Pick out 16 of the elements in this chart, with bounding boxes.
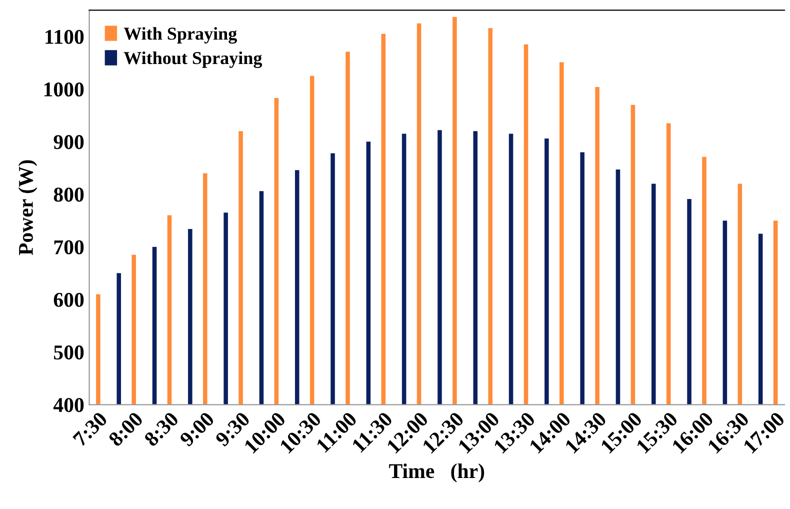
x-axis-title: Time (hr) (389, 463, 484, 482)
y-tick-label: 900 (54, 135, 84, 150)
x-tick-label: 8:00 (108, 411, 144, 448)
x-tick-label: 8:30 (143, 411, 180, 448)
legend-label: With Spraying (124, 27, 237, 44)
x-tick-label: 7:30 (72, 411, 108, 447)
y-tick-label: 1000 (44, 82, 84, 97)
y-tick-label: 500 (54, 345, 84, 360)
y-tick-label: 600 (54, 292, 84, 307)
y-tick-label: 400 (53, 398, 84, 412)
y-tick-label: 700 (54, 240, 84, 254)
y-tick-label: 800 (54, 188, 84, 202)
y-tick-label: 1100 (46, 30, 84, 44)
x-tick-label: 9:00 (178, 411, 216, 448)
legend-label: Without Spraying (124, 51, 262, 68)
y-axis-title: Power (W) (18, 160, 38, 256)
